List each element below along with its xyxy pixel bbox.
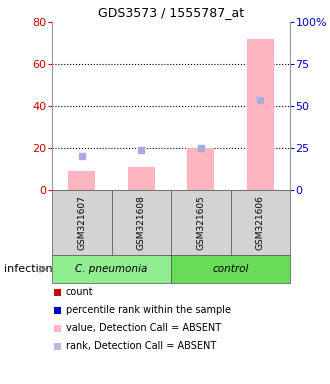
Bar bbox=[187, 148, 214, 190]
Bar bbox=[54, 288, 61, 296]
Text: count: count bbox=[66, 287, 94, 297]
Title: GDS3573 / 1555787_at: GDS3573 / 1555787_at bbox=[98, 7, 244, 20]
Text: percentile rank within the sample: percentile rank within the sample bbox=[66, 305, 231, 315]
Bar bbox=[247, 39, 274, 190]
Text: GSM321605: GSM321605 bbox=[196, 195, 205, 250]
Text: infection: infection bbox=[4, 264, 52, 274]
Text: C. pneumonia: C. pneumonia bbox=[75, 264, 148, 274]
Bar bbox=[54, 306, 61, 313]
Text: value, Detection Call = ABSENT: value, Detection Call = ABSENT bbox=[66, 323, 221, 333]
Bar bbox=[171, 190, 230, 255]
Text: GSM321607: GSM321607 bbox=[77, 195, 86, 250]
Bar bbox=[54, 343, 61, 349]
Bar bbox=[230, 190, 290, 255]
Bar bbox=[52, 190, 112, 255]
Bar bbox=[112, 190, 171, 255]
Bar bbox=[128, 167, 155, 190]
Text: GSM321606: GSM321606 bbox=[256, 195, 265, 250]
Text: rank, Detection Call = ABSENT: rank, Detection Call = ABSENT bbox=[66, 341, 216, 351]
Text: GSM321608: GSM321608 bbox=[137, 195, 146, 250]
Bar bbox=[68, 171, 95, 190]
Bar bbox=[54, 324, 61, 331]
Bar bbox=[52, 255, 171, 283]
Bar bbox=[171, 255, 290, 283]
Text: control: control bbox=[212, 264, 249, 274]
